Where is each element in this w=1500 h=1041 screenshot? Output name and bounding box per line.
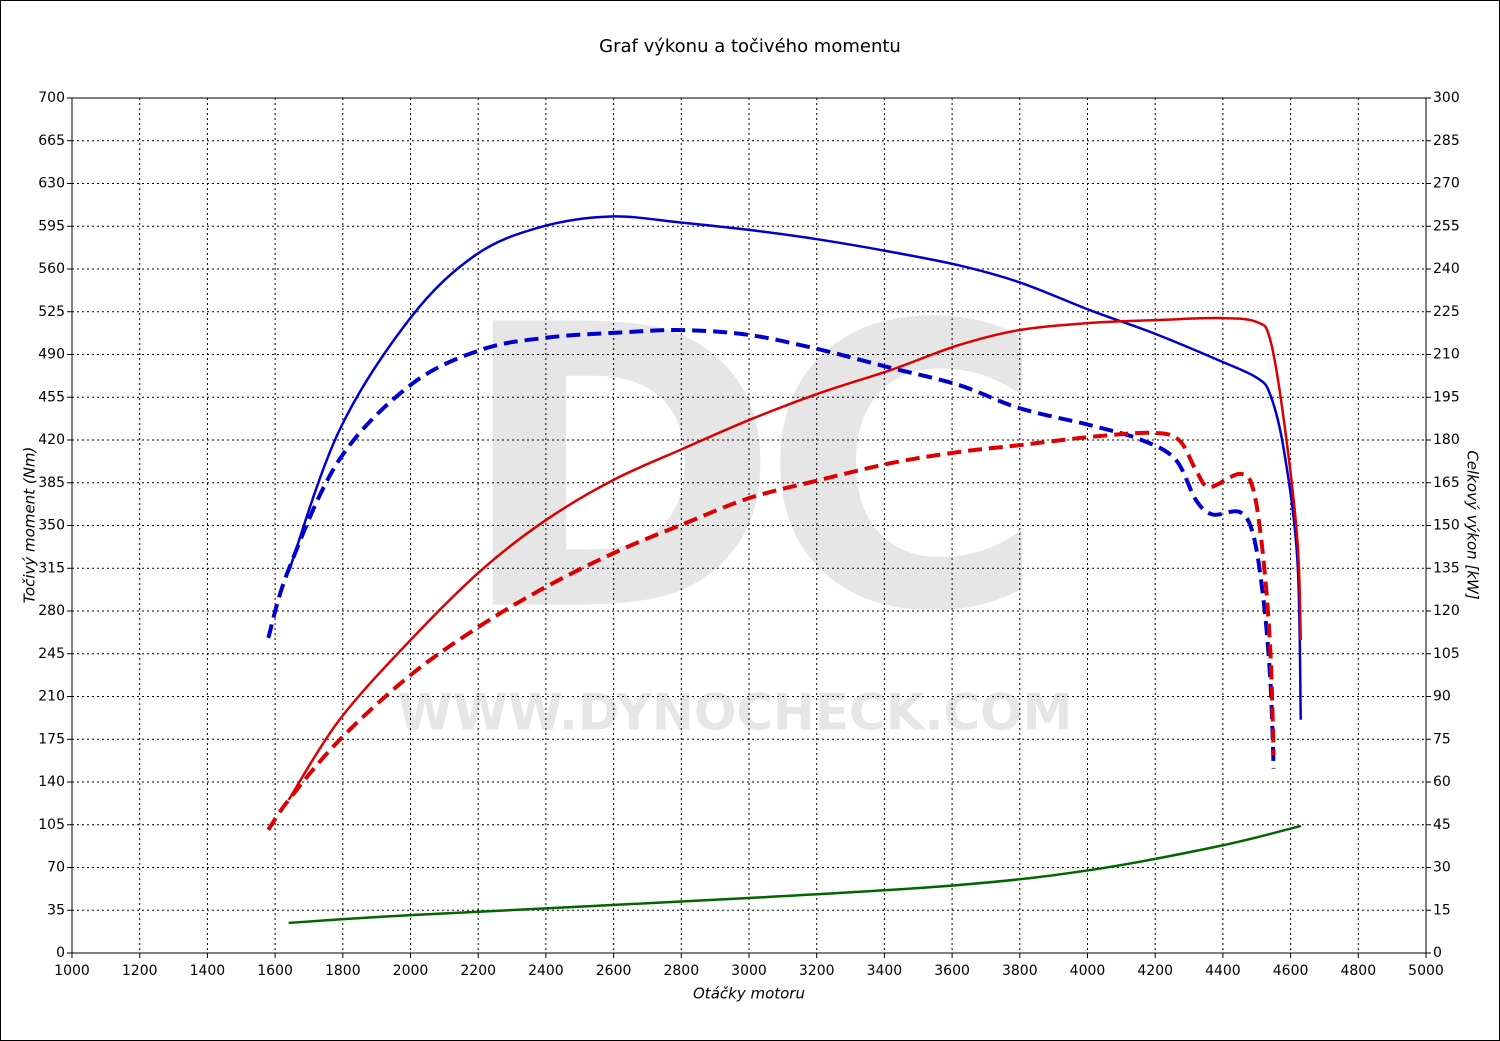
y2-tick-label: 15 [1433,902,1451,918]
series-line [287,316,1303,801]
y-tick-label: 455 [38,389,65,405]
y2-tick-label: 255 [1433,218,1460,234]
series-line [266,328,1276,769]
y2-tick-label: 180 [1433,432,1460,448]
y-axis-label: Točivý moment (Nm) [21,447,39,604]
x-tick-label: 3800 [1002,963,1038,979]
y2-tick-label: 240 [1433,261,1460,277]
y2-tick-label: 165 [1433,475,1460,491]
x-tick-label: 2600 [596,963,632,979]
x-tick-label: 4800 [1340,963,1376,979]
series-line [288,824,1302,925]
y2-axis-label: Celkový výkon [kW] [1464,450,1482,600]
plot-border [71,97,1427,954]
x-tick-label: 3400 [867,963,903,979]
y2-tick-label: 120 [1433,603,1460,619]
series-line [287,215,1303,720]
x-tick-label: 4600 [1273,963,1309,979]
x-tick-label: 4400 [1205,963,1241,979]
y-tick-label: 70 [47,860,65,876]
y2-tick-label: 300 [1433,90,1460,106]
y2-tick-label: 150 [1433,518,1460,534]
y-tick-label: 665 [38,133,65,149]
y2-tick-label: 225 [1433,304,1460,320]
y2-tick-label: 135 [1433,560,1460,576]
watermark-text: WWW.DYNOCHECK.COM [398,684,1073,742]
x-tick-label: 1200 [122,963,158,979]
x-tick-label: 1000 [54,963,90,979]
y-tick-label: 245 [38,646,65,662]
watermark-logo: DC [457,243,1027,697]
x-tick-label: 3600 [934,963,970,979]
x-tick-label: 1600 [257,963,293,979]
x-tick-label: 1400 [190,963,226,979]
x-axis-label: Otáčky motoru [693,985,805,1003]
y-tick-label: 280 [38,603,65,619]
y2-tick-label: 195 [1433,389,1460,405]
chart-title: Graf výkonu a točivého momentu [599,36,901,57]
y-tick-label: 420 [38,432,65,448]
y2-tick-label: 30 [1433,860,1451,876]
x-tick-label: 5000 [1408,963,1444,979]
x-tick-label: 3200 [799,963,835,979]
y-tick-label: 140 [38,774,65,790]
series-line [266,430,1276,832]
y2-tick-label: 90 [1433,689,1451,705]
x-tick-label: 2400 [528,963,564,979]
y2-tick-label: 0 [1433,945,1442,961]
y-tick-label: 560 [38,261,65,277]
x-tick-label: 4200 [1137,963,1173,979]
x-tick-label: 1800 [325,963,361,979]
x-tick-label: 3000 [731,963,767,979]
y-tick-label: 105 [38,817,65,833]
y-tick-label: 525 [38,304,65,320]
y2-tick-label: 60 [1433,774,1451,790]
y2-tick-label: 270 [1433,176,1460,192]
y-tick-label: 350 [38,518,65,534]
y-tick-label: 35 [47,902,65,918]
y-tick-label: 490 [38,347,65,363]
y-tick-label: 700 [38,90,65,106]
y-tick-label: 0 [56,945,65,961]
y2-tick-label: 285 [1433,133,1460,149]
y-tick-label: 210 [38,689,65,705]
y-tick-label: 315 [38,560,65,576]
x-tick-label: 2000 [393,963,429,979]
y-tick-label: 385 [38,475,65,491]
x-tick-label: 2200 [460,963,496,979]
y2-tick-label: 75 [1433,731,1451,747]
x-tick-label: 4000 [1070,963,1106,979]
y2-tick-label: 105 [1433,646,1460,662]
y2-tick-label: 45 [1433,817,1451,833]
y-tick-label: 175 [38,731,65,747]
y-tick-label: 595 [38,218,65,234]
x-tick-label: 2800 [663,963,699,979]
y-tick-label: 630 [38,176,65,192]
y2-tick-label: 210 [1433,347,1460,363]
